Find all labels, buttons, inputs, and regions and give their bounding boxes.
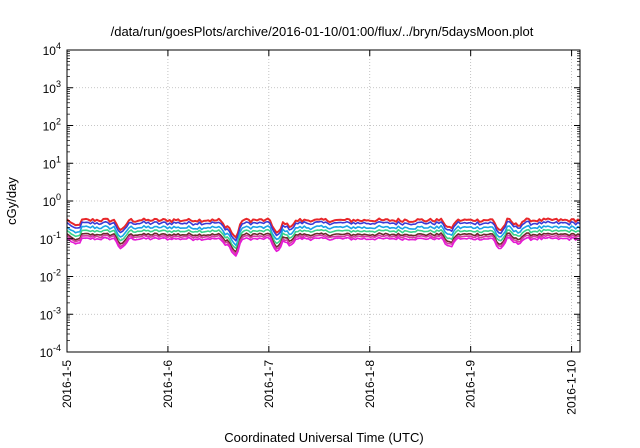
y-tick-exponent: 2 (56, 117, 61, 127)
x-tick-label: 2016-1-7 (262, 360, 276, 408)
series-line (66, 217, 581, 239)
x-tick-label: 2016-1-9 (464, 360, 478, 408)
x-tick-label: 2016-1-8 (363, 360, 377, 408)
series-line (66, 220, 581, 242)
x-tick-label: 2016-1-6 (161, 360, 175, 408)
chart-title: /data/run/goesPlots/archive/2016-01-10/0… (111, 24, 534, 39)
x-tick-label: 2016-1-10 (565, 360, 579, 415)
series-line (66, 236, 581, 257)
x-tick-label: 2016-1-5 (60, 360, 74, 408)
y-tick-base: 10 (43, 157, 57, 171)
y-tick-label: 10-3 (40, 305, 61, 322)
y-tick-label: 103 (43, 79, 61, 96)
y-tick-exponent: -3 (53, 305, 61, 315)
y-tick-exponent: -4 (53, 343, 61, 353)
series-line (66, 234, 581, 255)
y-tick-base: 10 (43, 120, 57, 134)
y-tick-base: 10 (43, 82, 57, 96)
y-tick-label: 10-1 (40, 230, 61, 247)
series-line (66, 232, 581, 253)
y-axis-label: cGy/day (4, 177, 19, 225)
grid (67, 50, 580, 352)
y-tick-base: 10 (43, 44, 57, 58)
y-tick-base: 10 (43, 195, 57, 209)
y-tick-base: 10 (40, 308, 54, 322)
y-tick-label: 104 (43, 41, 61, 58)
y-tick-exponent: 0 (56, 192, 61, 202)
series-group (66, 217, 581, 257)
y-tick-label: 101 (43, 154, 61, 171)
y-tick-exponent: 3 (56, 79, 61, 89)
y-tick-exponent: -1 (53, 230, 61, 240)
y-tick-label: 100 (43, 192, 61, 209)
x-axis: 2016-1-5 2016-1-6 2016-1-7 2016-1-8 2016-1-9… (60, 50, 579, 415)
plot-frame (66, 49, 581, 353)
y-tick-label: 10-4 (40, 343, 61, 360)
series-line (66, 228, 581, 250)
series-line (66, 224, 581, 247)
y-tick-base: 10 (40, 233, 54, 247)
y-tick-base: 10 (40, 346, 54, 360)
y-tick-label: 102 (43, 117, 61, 134)
y-tick-base: 10 (40, 271, 54, 285)
y-tick-label: 10-2 (40, 268, 61, 285)
y-tick-exponent: 1 (56, 154, 61, 164)
y-tick-exponent: 4 (56, 41, 61, 51)
y-tick-exponent: -2 (53, 268, 61, 278)
x-axis-label: Coordinated Universal Time (UTC) (224, 430, 423, 445)
